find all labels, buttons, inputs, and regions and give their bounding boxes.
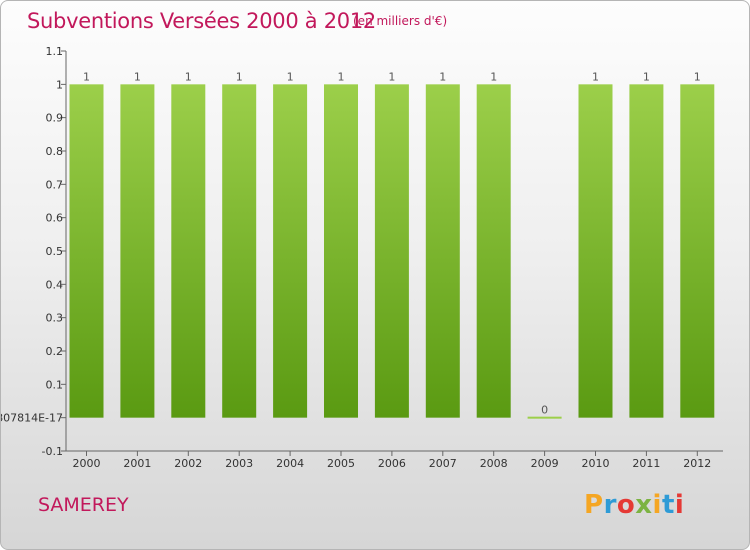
- bar: [527, 416, 562, 419]
- data-label: 1: [338, 70, 345, 83]
- data-label: 1: [490, 70, 497, 83]
- y-tick-label: 0.3: [46, 312, 64, 325]
- proxiti-logo: Proxiti: [584, 490, 685, 520]
- data-label: 1: [185, 70, 192, 83]
- y-tick-label: 0.6: [46, 212, 64, 225]
- x-tick-label: 2003: [225, 457, 253, 470]
- chart-subtitle: (en milliers d'€): [353, 14, 448, 28]
- data-label: 1: [643, 70, 650, 83]
- x-tick-label: 2001: [123, 457, 151, 470]
- y-tick-label: 0.1: [46, 378, 64, 391]
- bar: [578, 84, 613, 418]
- x-tick-label: 2000: [73, 457, 101, 470]
- y-tick-label: 0.8: [46, 145, 64, 158]
- bar: [273, 84, 308, 418]
- x-tick-label: 2007: [429, 457, 457, 470]
- bar: [120, 84, 155, 418]
- data-label: 1: [388, 70, 395, 83]
- x-tick-label: 2011: [632, 457, 660, 470]
- y-tick-label: -0.1: [42, 445, 63, 458]
- data-label: 1: [694, 70, 701, 83]
- data-label: 1: [439, 70, 446, 83]
- data-label: 1: [236, 70, 243, 83]
- x-tick-label: 2010: [582, 457, 610, 470]
- bar: [629, 84, 664, 418]
- x-tick-label: 2009: [531, 457, 559, 470]
- bar: [374, 84, 409, 418]
- x-tick-label: 2005: [327, 457, 355, 470]
- bar: [425, 84, 460, 418]
- bar: [171, 84, 206, 418]
- y-tick-label: 0.4: [46, 278, 64, 291]
- y-tick-label: 0.2: [46, 345, 64, 358]
- commune-name: SAMEREY: [38, 494, 129, 516]
- y-tick-label: 1.3877787807814E-17: [1, 412, 63, 425]
- data-label: 1: [287, 70, 294, 83]
- bar: [324, 84, 358, 418]
- x-tick-label: 2008: [480, 457, 508, 470]
- x-tick-label: 2006: [378, 457, 406, 470]
- x-tick-label: 2004: [276, 457, 304, 470]
- y-tick-label: 1.1: [46, 45, 64, 58]
- bar: [476, 84, 511, 418]
- y-tick-label: 0.5: [46, 245, 64, 258]
- x-tick-label: 2012: [683, 457, 711, 470]
- bar: [222, 84, 257, 418]
- y-tick-label: 0.9: [46, 112, 64, 125]
- data-label: 1: [134, 70, 141, 83]
- data-label: 1: [592, 70, 599, 83]
- data-label: 1: [83, 70, 90, 83]
- x-tick-label: 2002: [174, 457, 202, 470]
- bar: [680, 84, 715, 418]
- chart-title: Subventions Versées 2000 à 2012: [27, 9, 376, 33]
- data-label: 0: [541, 404, 548, 417]
- bar: [69, 84, 104, 418]
- y-tick-label: 1: [56, 78, 63, 91]
- y-tick-label: 0.7: [46, 178, 64, 191]
